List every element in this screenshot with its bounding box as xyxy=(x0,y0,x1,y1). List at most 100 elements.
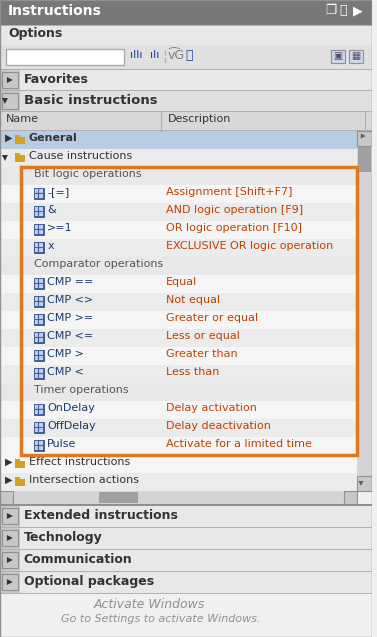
Text: Less or equal: Less or equal xyxy=(166,331,239,341)
Bar xyxy=(0,329,357,347)
Bar xyxy=(34,314,44,325)
Bar xyxy=(0,185,357,203)
Bar xyxy=(34,332,44,343)
Bar xyxy=(0,571,372,572)
Bar xyxy=(0,167,357,185)
Bar xyxy=(35,351,43,360)
Text: v͡G: v͡G xyxy=(168,49,185,62)
Bar xyxy=(0,550,372,571)
Bar xyxy=(34,350,44,361)
Bar xyxy=(34,422,44,433)
Text: Technology: Technology xyxy=(24,531,103,544)
Bar xyxy=(0,149,357,167)
Bar xyxy=(357,476,372,491)
Bar xyxy=(0,111,372,112)
Bar xyxy=(35,279,43,288)
Text: CMP ==: CMP == xyxy=(48,277,94,287)
Text: Options: Options xyxy=(8,27,62,40)
Bar xyxy=(34,188,44,199)
Bar xyxy=(0,506,20,527)
Text: Cause instructions: Cause instructions xyxy=(29,151,132,161)
Text: Description: Description xyxy=(168,114,231,124)
Bar xyxy=(0,572,372,593)
Bar xyxy=(35,405,43,414)
Bar xyxy=(0,528,20,549)
Bar xyxy=(34,440,44,451)
Bar xyxy=(0,25,372,26)
Text: Intersection actions: Intersection actions xyxy=(29,475,139,485)
Polygon shape xyxy=(361,134,366,138)
Bar xyxy=(0,491,357,504)
Text: ▣: ▣ xyxy=(333,51,343,61)
Bar xyxy=(358,147,371,172)
Bar xyxy=(99,492,138,503)
Bar xyxy=(0,70,20,90)
Text: Equal: Equal xyxy=(166,277,197,287)
Text: x: x xyxy=(48,241,54,251)
Bar xyxy=(0,437,357,455)
Bar xyxy=(0,419,357,437)
Text: Pulse: Pulse xyxy=(48,439,77,449)
Bar xyxy=(0,473,357,491)
Text: OR logic operation [F10]: OR logic operation [F10] xyxy=(166,223,302,233)
Text: >=1: >=1 xyxy=(48,223,73,233)
Bar xyxy=(0,504,372,506)
Bar xyxy=(0,45,372,69)
Text: Extended instructions: Extended instructions xyxy=(24,509,178,522)
Bar xyxy=(34,224,44,235)
Bar xyxy=(0,112,372,130)
Bar xyxy=(15,479,25,486)
Bar xyxy=(0,203,357,221)
Bar xyxy=(331,50,345,63)
Bar xyxy=(0,69,372,70)
Polygon shape xyxy=(2,98,8,104)
Text: Greater or equal: Greater or equal xyxy=(166,313,258,323)
Bar xyxy=(0,528,372,549)
Bar xyxy=(0,383,357,401)
Bar xyxy=(0,455,357,473)
Bar xyxy=(34,296,44,307)
Text: CMP >: CMP > xyxy=(48,349,84,359)
Polygon shape xyxy=(7,557,13,563)
Text: Assignment [Shift+F7]: Assignment [Shift+F7] xyxy=(166,187,292,197)
Bar xyxy=(2,530,18,546)
Text: OffDelay: OffDelay xyxy=(48,421,96,431)
Bar xyxy=(35,333,43,342)
Bar xyxy=(35,297,43,306)
Bar xyxy=(0,550,20,571)
Text: ▶: ▶ xyxy=(5,475,12,485)
Bar xyxy=(0,25,372,45)
Text: ▶: ▶ xyxy=(353,4,363,17)
Bar xyxy=(0,506,372,527)
Bar xyxy=(2,93,18,109)
Text: &: & xyxy=(48,205,56,215)
Text: General: General xyxy=(29,133,77,143)
Text: EXCLUSIVE OR logic operation: EXCLUSIVE OR logic operation xyxy=(166,241,333,251)
Bar xyxy=(0,221,357,239)
Text: ❐: ❐ xyxy=(325,4,337,17)
Polygon shape xyxy=(7,77,13,83)
Bar xyxy=(0,70,372,90)
Bar xyxy=(0,365,357,383)
Text: ılı: ılı xyxy=(150,50,159,60)
Text: Instructions: Instructions xyxy=(8,4,102,18)
Text: Timer operations: Timer operations xyxy=(34,385,128,395)
Bar xyxy=(21,167,357,455)
Bar xyxy=(0,527,372,528)
Text: Comparator operations: Comparator operations xyxy=(34,259,163,269)
Text: ▦: ▦ xyxy=(351,51,360,61)
Bar xyxy=(35,225,43,234)
Text: Activate Windows: Activate Windows xyxy=(93,598,205,611)
Text: Less than: Less than xyxy=(166,367,219,377)
Bar xyxy=(15,135,20,138)
Text: Delay deactivation: Delay deactivation xyxy=(166,421,271,431)
Bar xyxy=(0,311,357,329)
Bar xyxy=(0,549,372,550)
Text: Bit logic operations: Bit logic operations xyxy=(34,169,141,179)
Bar xyxy=(0,572,20,593)
Bar xyxy=(344,491,357,504)
Bar xyxy=(0,593,372,594)
Text: Favorites: Favorites xyxy=(24,73,89,86)
Text: ▶: ▶ xyxy=(5,457,12,467)
Bar xyxy=(357,131,372,491)
